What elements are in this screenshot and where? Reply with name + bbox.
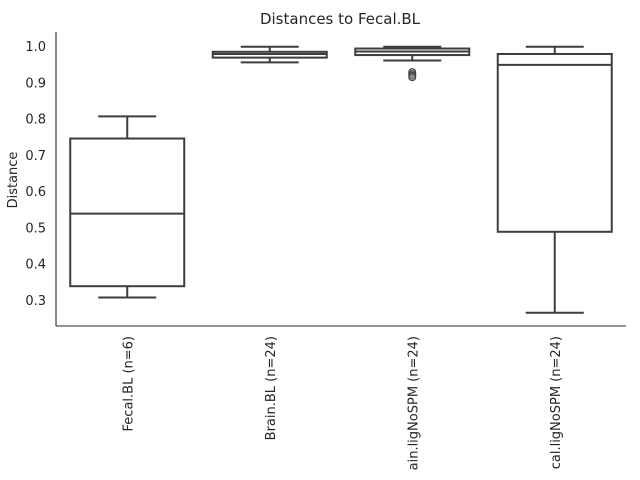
- box-group: [354, 45, 471, 82]
- y-tick-label: 0.3: [25, 294, 46, 309]
- y-tick-labels: 0.3 0.4 0.5 0.6 0.7 0.8 0.9 1.0: [25, 40, 46, 309]
- x-tick-label: Fecal.BL (n=6): [121, 336, 136, 431]
- y-tick-label: 0.4: [25, 258, 46, 273]
- y-axis-label: Distance: [6, 152, 21, 209]
- box-iqr: [69, 137, 186, 288]
- chart-title: Distances to Fecal.BL: [260, 10, 421, 28]
- x-tick-label: cal.ligNoSPM (n=24): [549, 336, 564, 469]
- y-tick-label: 0.9: [25, 76, 46, 91]
- box-series: [69, 45, 613, 314]
- x-tick-labels: Fecal.BL (n=6) Brain.BL (n=24) ain.ligNoSP…: [121, 336, 564, 470]
- box-group: [69, 115, 186, 299]
- box-group: [211, 45, 328, 64]
- y-tick-label: 1.0: [25, 40, 46, 55]
- y-tick-label: 0.5: [25, 221, 46, 236]
- box-group: [496, 45, 613, 314]
- y-tick-label: 0.7: [25, 149, 46, 164]
- box-iqr: [496, 52, 613, 233]
- y-tick-label: 0.8: [25, 113, 46, 128]
- x-tick-label: ain.ligNoSPM (n=24): [406, 336, 421, 470]
- x-tick-label: Brain.BL (n=24): [264, 336, 279, 440]
- outlier-point: [408, 73, 417, 82]
- y-tick-label: 0.6: [25, 185, 46, 200]
